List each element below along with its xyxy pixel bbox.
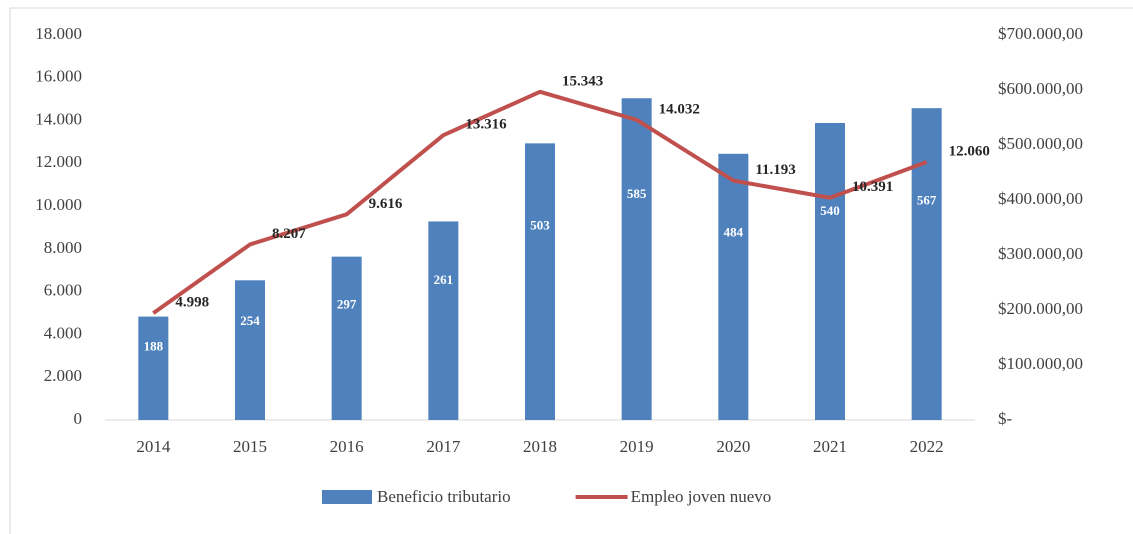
bar bbox=[428, 221, 459, 420]
x-tick-label: 2021 bbox=[813, 437, 847, 456]
bar-label: 585 bbox=[627, 186, 647, 201]
line bbox=[152, 89, 928, 315]
bar-label: 297 bbox=[337, 297, 357, 312]
line-label: 8.207 bbox=[272, 226, 306, 242]
y-tick-label: 0 bbox=[74, 409, 83, 428]
y-tick-label: 12.000 bbox=[35, 152, 82, 171]
x-tick-label: 2015 bbox=[233, 437, 267, 456]
y-tick-label: 18.000 bbox=[35, 24, 82, 43]
bar bbox=[525, 143, 555, 420]
y2-tick-label: $400.000,00 bbox=[998, 189, 1083, 208]
line-label: 11.193 bbox=[755, 162, 795, 178]
bar-label: 540 bbox=[820, 203, 840, 218]
y2-tick-label: $700.000,00 bbox=[998, 24, 1083, 43]
y2-tick-label: $600.000,00 bbox=[998, 79, 1083, 98]
line-label: 13.316 bbox=[465, 117, 507, 133]
y-tick-label: 4.000 bbox=[44, 323, 82, 342]
line-label: 4.998 bbox=[175, 295, 209, 311]
bar bbox=[911, 108, 942, 421]
legend-label: Beneficio tributario bbox=[377, 487, 511, 506]
bar bbox=[815, 123, 845, 420]
y2-tick-label: $500.000,00 bbox=[998, 134, 1083, 153]
bar bbox=[138, 316, 169, 420]
line-label: 15.343 bbox=[562, 73, 603, 89]
y-tick-label: 14.000 bbox=[35, 109, 82, 128]
y-tick-label: 6.000 bbox=[44, 281, 82, 300]
x-tick-label: 2019 bbox=[620, 437, 654, 456]
y2-tick-label: $300.000,00 bbox=[998, 244, 1083, 263]
line-label: 14.032 bbox=[659, 101, 700, 117]
bar bbox=[235, 280, 265, 420]
x-tick-label: 2020 bbox=[716, 437, 750, 456]
line-label: 12.060 bbox=[949, 143, 990, 159]
bar bbox=[331, 256, 362, 420]
bar bbox=[621, 98, 652, 420]
bar-label: 261 bbox=[434, 272, 454, 287]
x-tick-label: 2016 bbox=[330, 437, 364, 456]
y2-tick-label: $- bbox=[998, 409, 1013, 428]
bar-label: 254 bbox=[240, 313, 260, 328]
line-label: 10.391 bbox=[852, 179, 893, 195]
y2-tick-label: $100.000,00 bbox=[998, 354, 1083, 373]
x-tick-label: 2014 bbox=[136, 437, 171, 456]
y2-tick-label: $200.000,00 bbox=[998, 299, 1083, 318]
bar-label: 188 bbox=[144, 339, 164, 354]
bar-label: 484 bbox=[724, 225, 744, 240]
bar bbox=[718, 153, 749, 421]
legend-swatch bbox=[322, 490, 372, 504]
x-tick-label: 2018 bbox=[523, 437, 557, 456]
y-tick-label: 16.000 bbox=[35, 67, 82, 86]
x-tick-label: 2022 bbox=[910, 437, 944, 456]
y-tick-label: 2.000 bbox=[44, 366, 82, 385]
bar-label: 503 bbox=[530, 217, 550, 232]
chart-frame bbox=[9, 7, 1133, 534]
y-tick-label: 10.000 bbox=[35, 195, 82, 214]
x-tick-label: 2017 bbox=[426, 437, 461, 456]
bar-label: 567 bbox=[917, 193, 937, 208]
legend-label: Empleo joven nuevo bbox=[631, 487, 772, 506]
line-label: 9.616 bbox=[369, 196, 403, 212]
y-tick-label: 8.000 bbox=[44, 238, 82, 257]
